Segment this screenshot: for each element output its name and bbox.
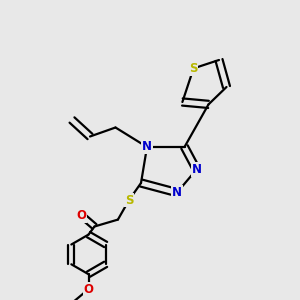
Text: S: S <box>125 194 133 207</box>
Text: O: O <box>76 209 87 222</box>
Text: N: N <box>172 186 182 199</box>
Text: N: N <box>142 140 152 154</box>
Text: O: O <box>83 283 94 296</box>
Text: S: S <box>189 62 198 75</box>
Text: N: N <box>191 163 202 176</box>
